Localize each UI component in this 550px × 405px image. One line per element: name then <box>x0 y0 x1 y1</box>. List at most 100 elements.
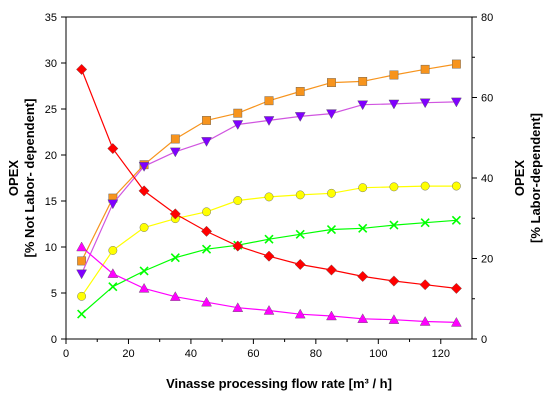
data-point <box>202 116 211 125</box>
data-point <box>201 244 212 254</box>
data-point <box>233 108 243 118</box>
x-tick-label: 20 <box>122 348 134 360</box>
data-point <box>357 270 369 282</box>
data-point <box>77 309 87 319</box>
plot-frame <box>65 16 473 340</box>
data-point <box>294 112 306 122</box>
x-axis-title: Vinasse processing flow rate [m³ / h] <box>166 376 392 391</box>
tick-labels: 0 20 40 60 80 100 120 0 5 10 15 20 25 30 35 0 20 40 60 80 <box>45 12 494 360</box>
data-point <box>451 317 462 327</box>
data-point <box>326 310 337 321</box>
y-left-axis-title-line1: OPEX <box>6 160 21 196</box>
data-point <box>263 250 275 262</box>
data-point <box>264 234 274 244</box>
y-left-tick-label: 25 <box>45 104 57 116</box>
data-point <box>451 215 461 225</box>
data-point <box>388 314 400 324</box>
data-point <box>201 296 212 307</box>
data-point <box>451 181 461 191</box>
plot-border <box>65 16 473 340</box>
y-left-axis-title-line2: [% Not Labor- dependent] <box>22 99 37 258</box>
y-left-tick-label: 5 <box>51 288 57 300</box>
data-point <box>108 282 118 292</box>
data-point <box>451 59 461 69</box>
y-right-tick-label: 40 <box>481 173 493 185</box>
data-point <box>357 100 369 111</box>
data-point <box>138 162 150 172</box>
data-point <box>77 291 87 301</box>
y-right-tick-label: 60 <box>481 93 493 105</box>
series-layer <box>76 59 462 327</box>
data-point <box>389 70 399 80</box>
data-point <box>327 78 336 88</box>
data-point <box>76 63 88 75</box>
data-point <box>325 264 337 276</box>
series-line <box>81 185 457 297</box>
data-point <box>232 302 244 312</box>
tick-marks <box>61 16 477 344</box>
data-point <box>170 253 180 263</box>
data-point <box>169 291 181 301</box>
data-point <box>264 96 274 106</box>
y-right-axis-title-line1: OPEX <box>512 160 527 196</box>
data-point <box>263 305 275 315</box>
x-tick-label: 40 <box>185 348 197 360</box>
data-point <box>450 282 462 294</box>
data-point <box>139 266 149 276</box>
data-point <box>294 258 306 270</box>
data-point <box>169 208 181 220</box>
data-point <box>170 134 180 144</box>
data-point <box>420 64 430 74</box>
y-right-tick-label: 80 <box>481 12 493 24</box>
data-point <box>108 246 118 255</box>
y-left-tick-label: 10 <box>45 242 57 254</box>
series-5 <box>76 63 462 294</box>
y-right-tick-label: 20 <box>481 254 493 266</box>
x-tick-label: 60 <box>247 348 259 360</box>
series-line <box>81 101 457 275</box>
data-point <box>326 109 337 120</box>
data-point <box>232 240 244 252</box>
data-point <box>388 99 400 110</box>
data-point <box>295 229 305 239</box>
data-point <box>138 185 150 197</box>
y-right-axis-title-line2: [% Labor-dependent] <box>528 113 543 243</box>
series-2 <box>76 97 462 280</box>
series-line <box>81 219 457 315</box>
data-point <box>169 147 181 158</box>
y-left-tick-label: 35 <box>45 12 57 24</box>
data-point <box>233 196 243 205</box>
y-left-tick-label: 20 <box>45 150 57 162</box>
x-tick-label: 80 <box>310 348 322 360</box>
data-point <box>232 120 244 130</box>
data-point <box>202 207 211 217</box>
data-point <box>263 116 275 126</box>
data-point <box>451 97 462 108</box>
data-point <box>419 316 431 326</box>
data-point <box>107 268 119 278</box>
data-point <box>420 181 430 191</box>
data-point <box>389 220 399 230</box>
data-point <box>264 192 274 202</box>
y-left-tick-label: 0 <box>51 334 57 346</box>
data-point <box>419 279 431 291</box>
series-3 <box>77 181 461 301</box>
data-point <box>358 183 368 193</box>
x-tick-label: 120 <box>432 348 450 360</box>
series-6 <box>76 241 462 327</box>
x-tick-label: 0 <box>63 348 69 360</box>
data-point <box>419 98 431 109</box>
data-point <box>295 190 305 200</box>
data-point <box>77 256 87 266</box>
data-point <box>420 218 430 228</box>
data-point <box>294 308 306 319</box>
data-point <box>327 188 336 198</box>
data-point <box>326 224 337 235</box>
data-point <box>389 182 399 192</box>
data-point <box>295 87 305 96</box>
data-point <box>139 223 149 232</box>
data-point <box>76 241 87 252</box>
data-point <box>107 143 119 155</box>
